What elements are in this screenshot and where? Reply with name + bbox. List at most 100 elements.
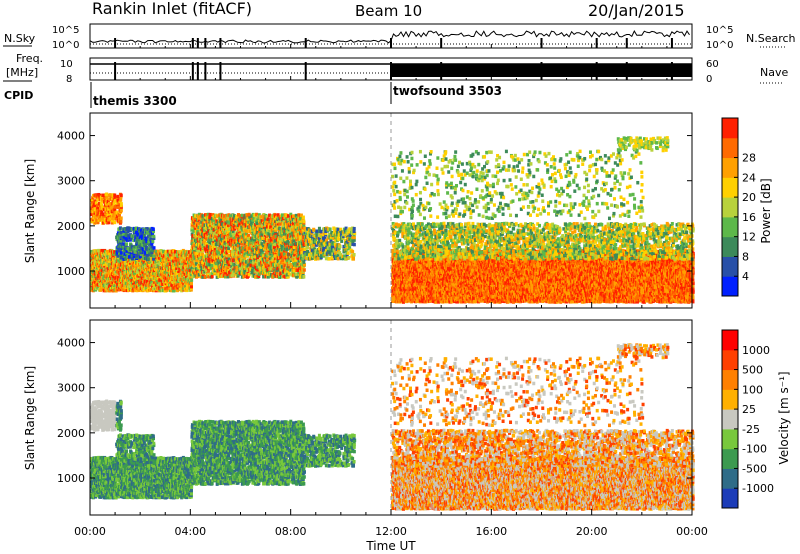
power-cell [250,258,254,262]
power-cell [227,246,231,251]
power-cell [189,284,193,289]
power-cell [171,266,175,270]
power-cell [254,255,258,259]
power-cell [190,228,194,232]
power-cell [130,278,134,283]
power-cell [167,259,171,263]
power-cell [208,217,212,222]
power-cell [143,251,147,255]
power-cell [197,249,201,254]
power-cell [210,274,214,279]
power-cell [149,228,153,233]
power-cell [92,209,96,214]
power-cell [112,263,116,268]
nave-tick-bottom: 0 [706,74,712,85]
power-cell [219,258,223,262]
power-cell [98,201,102,206]
power-cell [287,272,291,276]
power-cell [315,229,319,233]
power-cell [224,268,228,273]
power-cell [128,228,132,233]
power-cell [237,243,241,248]
power-cell [243,249,247,254]
power-cell [140,236,144,240]
power-cell [214,234,218,239]
power-cell [203,269,207,274]
power-cell [120,251,124,255]
power-cell [240,213,244,218]
power-cell [222,214,226,218]
power-cell [212,218,216,222]
power-cell [201,236,205,241]
power-cell [346,251,350,255]
power-cell [222,245,226,250]
power-cell [198,242,202,246]
power-cell [227,230,231,235]
power-cell [111,205,115,210]
power-cell [94,251,98,255]
power-cell [113,220,117,225]
power-cell [98,218,102,222]
power-cell [103,217,107,222]
power-cell [127,250,131,254]
power-cell [197,270,201,275]
power-cell [135,247,139,251]
power-cell [214,261,218,266]
power-cell [347,255,351,260]
power-cell [232,235,236,240]
power-cell [192,266,196,271]
power-cell [124,237,128,241]
power-cell [241,254,245,259]
power-cell [145,255,149,259]
power-cell [204,246,208,251]
cpid-mode-2: twofsound 3503 [393,84,502,98]
power-cell [208,215,212,220]
power-cell [119,230,123,235]
power-cell [214,238,218,243]
power-cell [116,233,120,237]
power-cell [116,203,120,207]
power-cell [144,237,148,241]
power-cell [98,262,102,266]
power-cell [231,264,235,269]
power-cell [216,251,220,256]
power-cell [278,222,282,226]
power-cell [94,201,98,205]
power-cell [213,244,217,248]
power-cell [231,229,235,234]
power-cell [128,257,132,261]
power-cell [123,280,127,285]
power-cell [152,254,156,259]
power-cell [210,263,214,268]
power-cell [177,265,181,270]
power-cell [247,272,251,277]
power-cell [233,232,237,237]
power-cell [124,257,128,261]
power-cell [137,276,141,280]
power-cell [218,216,222,220]
power-cell [255,221,259,226]
power-cell [227,216,231,221]
power-cell [236,274,240,278]
power-cell [169,281,173,285]
power-cell [187,266,191,270]
power-cell [122,257,126,261]
power-cell [240,235,244,240]
power-cell [147,267,151,271]
power-cell [216,230,220,234]
power-cell [240,275,244,279]
power-cell [227,241,231,246]
power-cell [201,221,205,225]
power-cell [336,227,340,232]
power-cell [194,214,198,218]
power-cell [244,224,248,228]
power-cell [102,266,106,270]
nsky-tick-top: 10^5 [52,25,79,36]
power-cell [227,257,231,261]
power-cell [212,239,216,244]
power-cell [211,245,215,250]
power-cell [245,229,249,233]
power-cell [217,274,221,279]
power-cell [103,220,107,224]
power-cell [224,270,228,275]
